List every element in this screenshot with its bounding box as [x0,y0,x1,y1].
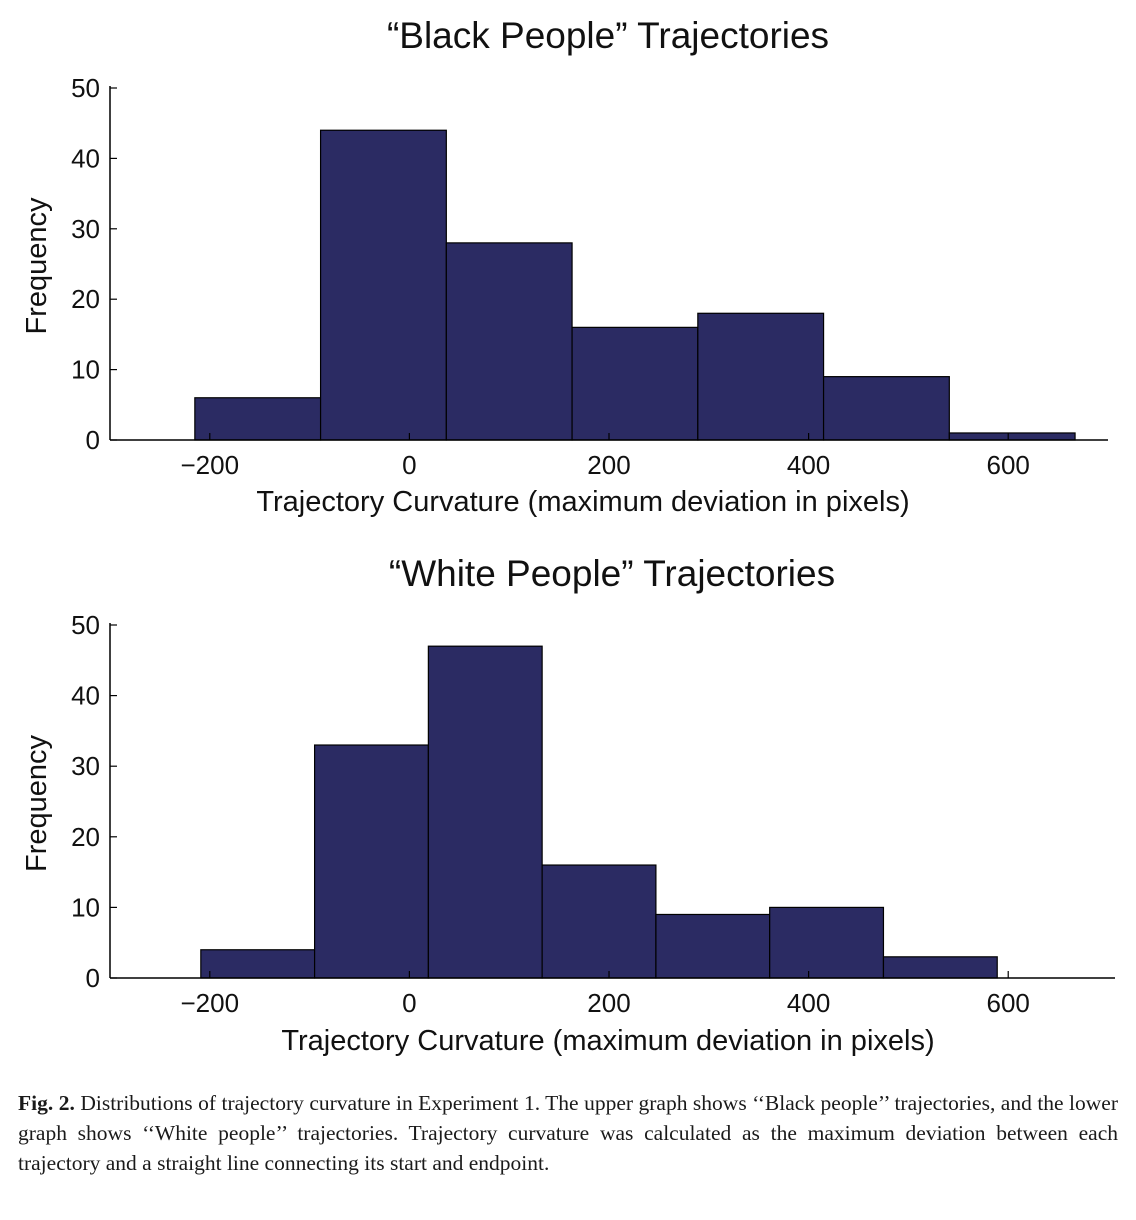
chart-1-bar-5 [697,312,825,441]
chart-2-y-axis-label: Frequency [21,734,53,872]
chart-1-bar-2 [319,129,447,441]
chart-2-y-tick-label-3: 30 [71,751,100,781]
chart-1-bar-4 [571,326,699,441]
chart-2-x-axis-label: Trajectory Curvature (maximum deviation … [281,1025,934,1057]
chart-1-x-tick-label-0: −200 [181,450,240,480]
chart-1-x-tick-label-4: 600 [987,450,1030,480]
chart-2-bar-5 [655,913,771,979]
chart-2-bar-3 [427,645,543,979]
chart-1-bar-7 [948,432,1076,441]
chart-2-y-tick-label-5: 50 [71,610,100,640]
figure-charts: “Black People” Trajectories 0 10 20 30 40 50 −2… [21,15,1115,1057]
chart-1-y-tick-label-1: 10 [71,355,100,385]
chart-2-bar-6 [769,906,885,979]
chart-2-y-tick-label-2: 20 [71,822,100,852]
chart-1-y-tick-label-0: 0 [86,425,100,455]
chart-1-x-tick-label-1: 0 [402,450,416,480]
chart-1-y-tick-label-5: 50 [71,73,100,103]
figure-caption: Fig. 2. Distributions of trajectory curv… [18,1088,1118,1178]
chart-2-bar-7 [882,956,998,979]
caption-label: Fig. 2. [18,1091,75,1115]
chart-2-x-tick-label-3: 400 [787,988,830,1018]
chart-1-y-tick-label-2: 20 [71,284,100,314]
chart-1-title: “Black People” Trajectories [387,15,829,56]
chart-2-y-tick-label-1: 10 [71,892,100,922]
chart-2-title: “White People” Trajectories [389,553,835,594]
chart-2-x-tick-label-1: 0 [402,988,416,1018]
chart-2-bar-2 [313,744,429,979]
chart-2-bar-1 [200,949,316,979]
chart-1-bar-6 [822,376,950,441]
chart-2-x-tick-label-2: 200 [587,988,630,1018]
chart-1-y-tick-label-4: 40 [71,143,100,173]
chart-1-x-axis-label: Trajectory Curvature (maximum deviation … [256,486,909,518]
chart-2-y-tick-label-0: 0 [86,963,100,993]
chart-1-bar-1 [194,397,322,441]
chart-1-x-tick-label-3: 400 [787,450,830,480]
chart-1-y-axis-label: Frequency [21,197,53,335]
chart-1-bar-3 [445,242,573,441]
chart-2-y-tick-label-4: 40 [71,681,100,711]
chart-2-bar-4 [541,864,657,979]
chart-1-y-tick-label-3: 30 [71,214,100,244]
chart-2-x-tick-label-0: −200 [181,988,240,1018]
chart-1-x-tick-label-2: 200 [587,450,630,480]
caption-text: Distributions of trajectory curvature in… [18,1091,1119,1175]
chart-2-x-tick-label-4: 600 [987,988,1030,1018]
